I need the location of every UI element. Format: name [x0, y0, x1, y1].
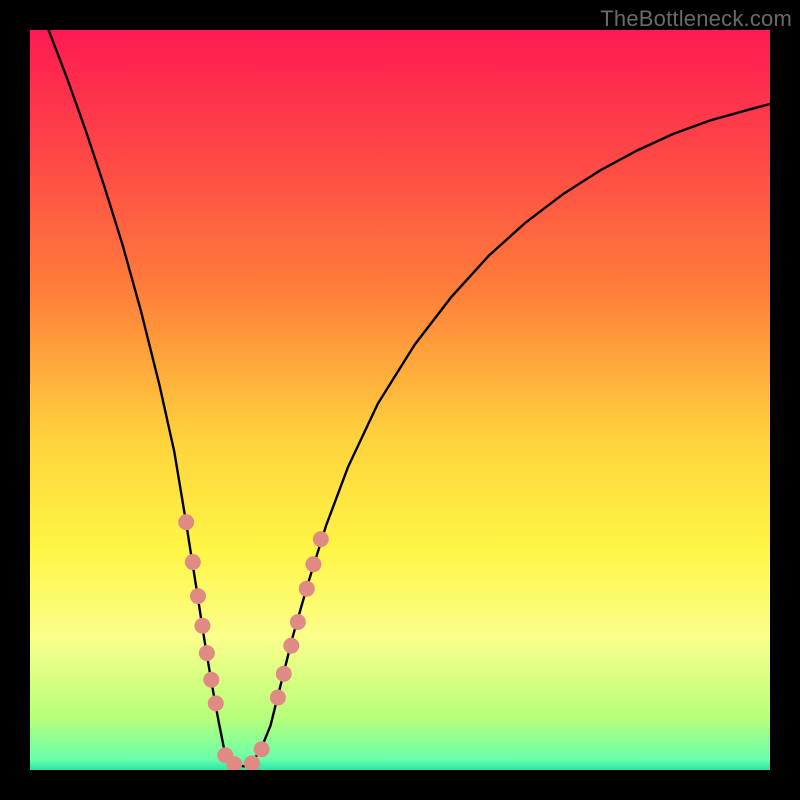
chart-svg: [30, 30, 770, 770]
data-marker: [270, 689, 286, 705]
data-marker: [185, 554, 201, 570]
data-marker: [208, 695, 224, 711]
data-marker: [178, 514, 194, 530]
data-marker: [203, 672, 219, 688]
data-marker: [299, 581, 315, 597]
data-marker: [290, 614, 306, 630]
data-marker: [199, 645, 215, 661]
data-marker: [190, 588, 206, 604]
data-marker: [313, 531, 329, 547]
data-marker: [254, 741, 270, 757]
data-marker: [276, 666, 292, 682]
data-marker: [194, 618, 210, 634]
bottleneck-chart: [30, 30, 770, 770]
outer-frame: TheBottleneck.com: [0, 0, 800, 800]
data-marker: [283, 638, 299, 654]
data-marker: [305, 556, 321, 572]
watermark-text: TheBottleneck.com: [600, 6, 792, 32]
